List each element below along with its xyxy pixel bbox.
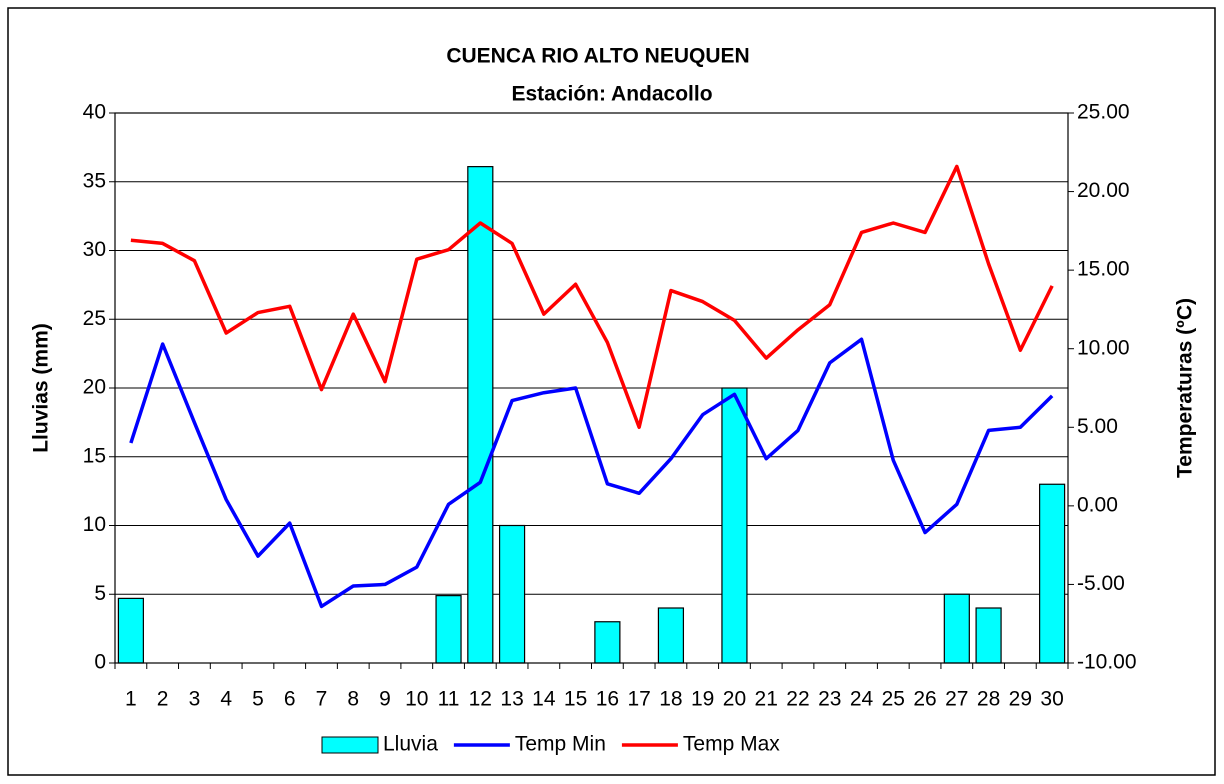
x-tick-label: 27 (945, 688, 968, 711)
bar (943, 593, 970, 664)
legend-label: Lluvia (383, 733, 438, 756)
y2-tick-label: 0.00 (1077, 493, 1118, 516)
y2-tick-label: 10.00 (1077, 336, 1130, 359)
x-tick-label: 13 (500, 688, 523, 711)
bar (721, 387, 748, 664)
y2-axis-label: Temperaturas (ºC) (1174, 298, 1197, 478)
x-tick-label: 22 (786, 688, 809, 711)
y2-tick-label: -10.00 (1077, 651, 1137, 674)
x-tick-label: 21 (755, 688, 778, 711)
x-tick-label: 29 (1009, 688, 1032, 711)
bar (1039, 483, 1066, 664)
x-tick-label: 5 (252, 688, 264, 711)
y-tick-label: 10 (83, 513, 106, 536)
x-tick-label: 23 (818, 688, 841, 711)
x-tick-label: 18 (659, 688, 682, 711)
x-tick-label: 28 (977, 688, 1000, 711)
x-tick-label: 11 (438, 688, 460, 711)
x-tick-label: 9 (379, 688, 391, 711)
y2-tick-label: 15.00 (1077, 258, 1130, 281)
plot-border (114, 112, 1069, 664)
x-tick-label: 15 (564, 688, 587, 711)
x-tick-label: 12 (469, 688, 492, 711)
x-tick-label: 4 (220, 688, 232, 711)
line (130, 164, 1054, 430)
x-tick-label: 8 (347, 688, 359, 711)
x-tick-label: 3 (189, 688, 201, 711)
bar (467, 166, 494, 664)
y-tick-label: 30 (83, 238, 106, 261)
y-tick-label: 20 (83, 376, 106, 399)
y-tick-label: 0 (94, 651, 106, 674)
legend-swatch (321, 736, 379, 754)
x-tick-label: 10 (405, 688, 428, 711)
x-tick-label: 24 (850, 688, 874, 711)
bar (117, 597, 144, 664)
bar (657, 607, 685, 664)
bar (435, 595, 462, 664)
x-tick-label: 19 (691, 688, 714, 711)
bar (975, 607, 1002, 664)
x-tick-label: 17 (627, 688, 650, 711)
x-tick-label: 1 (125, 688, 137, 711)
x-tick-label: 2 (157, 688, 169, 711)
bar (594, 621, 621, 664)
x-tick-label: 6 (284, 688, 296, 711)
y-tick-label: 35 (83, 169, 106, 192)
x-tick-label: 30 (1040, 688, 1063, 711)
y2-tick-label: 20.00 (1077, 179, 1130, 202)
legend-label: Temp Max (683, 733, 780, 756)
bar (498, 524, 526, 664)
y-tick-label: 15 (83, 444, 106, 467)
x-tick-label: 26 (913, 688, 936, 711)
chart-subtitle: Estación: Andacollo (511, 83, 712, 106)
y-tick-label: 25 (83, 307, 106, 330)
y-tick-label: 5 (94, 582, 106, 605)
chart-title: CUENCA RIO ALTO NEUQUEN (446, 45, 749, 68)
x-tick-label: 25 (882, 688, 905, 711)
y2-tick-label: 5.00 (1077, 415, 1118, 438)
legend-label: Temp Min (515, 733, 606, 756)
y-tick-label: 40 (83, 101, 106, 124)
y2-tick-label: 25.00 (1077, 101, 1130, 124)
line (129, 337, 1054, 609)
y2-tick-label: -5.00 (1077, 572, 1125, 595)
y-axis-label: Lluvias (mm) (30, 323, 53, 453)
x-tick-label: 20 (723, 688, 746, 711)
x-tick-label: 16 (596, 688, 619, 711)
x-tick-label: 14 (532, 688, 556, 711)
x-tick-label: 7 (316, 688, 328, 711)
